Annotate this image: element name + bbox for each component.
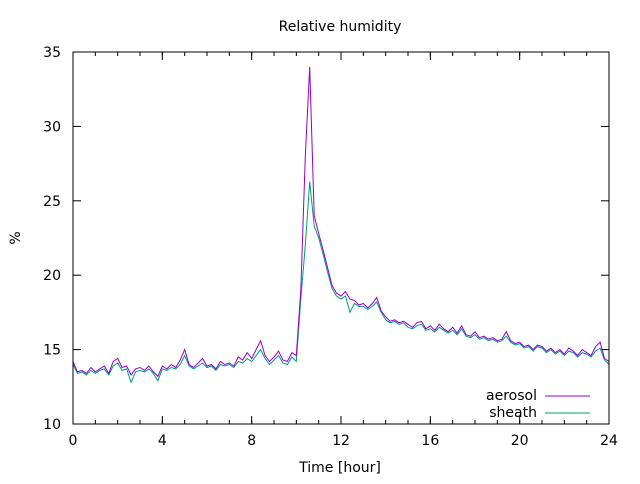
y-tick-label: 15 bbox=[43, 343, 61, 359]
y-tick-label: 20 bbox=[43, 268, 61, 284]
x-tick-label: 0 bbox=[69, 433, 78, 449]
x-tick-label: 16 bbox=[421, 433, 439, 449]
legend-label-aerosol: aerosol bbox=[486, 388, 537, 404]
x-tick-label: 24 bbox=[600, 433, 618, 449]
axis-ticks: 0 4 8 12 16 20 24 10 15 20 25 30 35 bbox=[43, 45, 618, 449]
chart-title: Relative humidity bbox=[279, 19, 402, 35]
series-line-sheath bbox=[72, 181, 610, 384]
x-tick-label: 20 bbox=[511, 433, 529, 449]
x-tick-label: 4 bbox=[158, 433, 167, 449]
x-tick-label: 8 bbox=[247, 433, 256, 449]
series-line-aerosol bbox=[72, 66, 610, 378]
x-tick-label: 12 bbox=[332, 433, 350, 449]
series-lines bbox=[72, 66, 610, 384]
plot-frame bbox=[72, 51, 610, 425]
y-tick-label: 35 bbox=[43, 45, 61, 61]
x-axis-label: Time [hour] bbox=[298, 460, 381, 476]
y-axis-label: % bbox=[8, 231, 24, 244]
y-tick-label: 25 bbox=[43, 194, 61, 210]
legend: aerosol sheath bbox=[486, 388, 590, 421]
y-tick-label: 30 bbox=[43, 119, 61, 135]
legend-label-sheath: sheath bbox=[489, 405, 537, 421]
y-tick-label: 10 bbox=[43, 417, 61, 433]
